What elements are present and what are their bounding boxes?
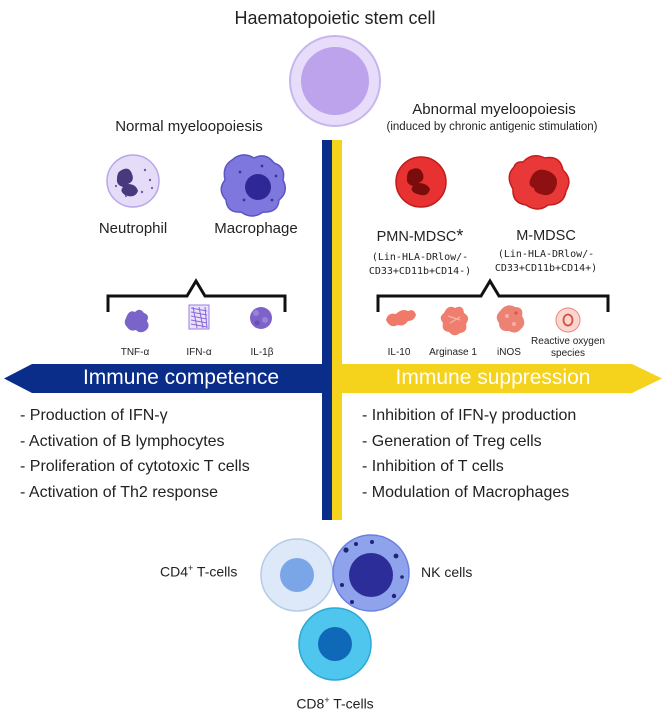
cd8-prefix: CD8 xyxy=(296,695,325,712)
ifn-alpha-icon xyxy=(188,304,210,330)
divider-navy xyxy=(322,140,332,520)
arginase-1-icon xyxy=(440,306,469,336)
list-item: Modulation of Macrophages xyxy=(362,480,576,506)
il-10-icon xyxy=(386,310,416,327)
immune-competence-banner: Immune competence xyxy=(82,366,280,389)
cd4-sup: + xyxy=(188,563,194,573)
il-10-label: IL-10 xyxy=(387,347,411,358)
stem-cell-icon xyxy=(289,35,381,127)
neutrophil-label: Neutrophil xyxy=(98,220,168,237)
cd8-t-cells-label: CD8+ T-cells xyxy=(296,695,373,712)
list-item: Activation of Th2 response xyxy=(20,480,250,506)
immune-suppression-list: Inhibition of IFN-γ production Generatio… xyxy=(362,403,577,506)
nk-cells-label: NK cells xyxy=(421,564,473,580)
list-item: Production of IFN-γ xyxy=(20,403,250,429)
abnormal-bracket xyxy=(376,278,610,312)
list-item: Proliferation of cytotoxic T cells xyxy=(20,454,250,480)
divider-yellow xyxy=(332,140,342,520)
cd4-t-cells-label: CD4+ T-cells xyxy=(160,563,237,580)
pmn-mdsc-phenotype: (Lin-HLA-DRlow/- CD33+CD11b+CD14-) xyxy=(369,251,471,279)
ros-label-line-2: species xyxy=(551,348,585,359)
reactive-oxygen-species-label: Reactive oxygen species xyxy=(531,336,605,360)
tnf-alpha-icon xyxy=(124,309,149,333)
cd4-prefix: CD4 xyxy=(160,563,189,580)
pmn-mdsc-label: PMN-MDSC* xyxy=(377,226,464,247)
m-mdsc-label: M-MDSC xyxy=(516,228,576,244)
abnormal-myelopoiesis-heading: Abnormal myeloopoiesis xyxy=(412,101,576,118)
pmn-mdsc-icon xyxy=(395,156,447,208)
cd4-suffix: T-cells xyxy=(193,563,238,580)
tnf-alpha-label: TNF-α xyxy=(120,347,150,358)
arginase-1-label: Arginase 1 xyxy=(429,347,477,358)
list-item: Inhibition of T cells xyxy=(362,454,576,480)
normal-myelopoiesis-heading: Normal myeloopoiesis xyxy=(115,118,263,135)
il-1-beta-icon xyxy=(250,307,272,329)
neutrophil-icon xyxy=(106,154,160,208)
pmn-mdsc-phenotype-line-1: (Lin-HLA-DRlow/- xyxy=(371,252,469,263)
macrophage-icon xyxy=(220,154,286,217)
pmn-mdsc-name: PMN-MDSC xyxy=(376,229,457,245)
list-item: Generation of Treg cells xyxy=(362,429,576,455)
macrophage-label: Macrophage xyxy=(214,220,298,237)
cd8-suffix: T-cells xyxy=(329,695,374,712)
immune-competence-list: Production of IFN-γ Activation of B lymp… xyxy=(20,403,250,505)
il-1-beta-label: IL-1β xyxy=(250,347,274,358)
m-mdsc-phenotype-line-2: CD33+CD11b+CD14+) xyxy=(494,263,598,274)
list-item: Activation of B lymphocytes xyxy=(20,429,250,455)
competence-arrow xyxy=(4,364,332,393)
stem-cell-title: Haematopoietic stem cell xyxy=(234,8,436,28)
pmn-mdsc-phenotype-line-2: CD33+CD11b+CD14-) xyxy=(368,266,472,277)
ros-label-line-1: Reactive oxygen xyxy=(531,336,605,347)
m-mdsc-phenotype: (Lin-HLA-DRlow/- CD33+CD11b+CD14+) xyxy=(495,248,597,276)
cd8-t-cell-icon xyxy=(298,607,372,681)
inos-icon xyxy=(496,305,525,333)
immune-suppression-banner: Immune suppression xyxy=(395,366,591,389)
ifn-alpha-label: IFN-α xyxy=(186,347,212,358)
m-mdsc-phenotype-line-1: (Lin-HLA-DRlow/- xyxy=(497,249,595,260)
inos-label: iNOS xyxy=(497,347,521,358)
list-item: Inhibition of IFN-γ production xyxy=(362,403,577,429)
nk-cell-icon xyxy=(332,534,410,612)
m-mdsc-icon xyxy=(508,155,570,210)
pmn-mdsc-asterisk: * xyxy=(456,226,464,246)
reactive-oxygen-species-icon xyxy=(555,307,581,333)
suppression-arrow xyxy=(332,364,662,393)
abnormal-myelopoiesis-subheading: (induced by chronic antigenic stimulatio… xyxy=(386,121,598,133)
cd8-sup: + xyxy=(324,695,330,705)
cd4-t-cell-icon xyxy=(260,538,334,612)
normal-bracket xyxy=(106,278,287,312)
